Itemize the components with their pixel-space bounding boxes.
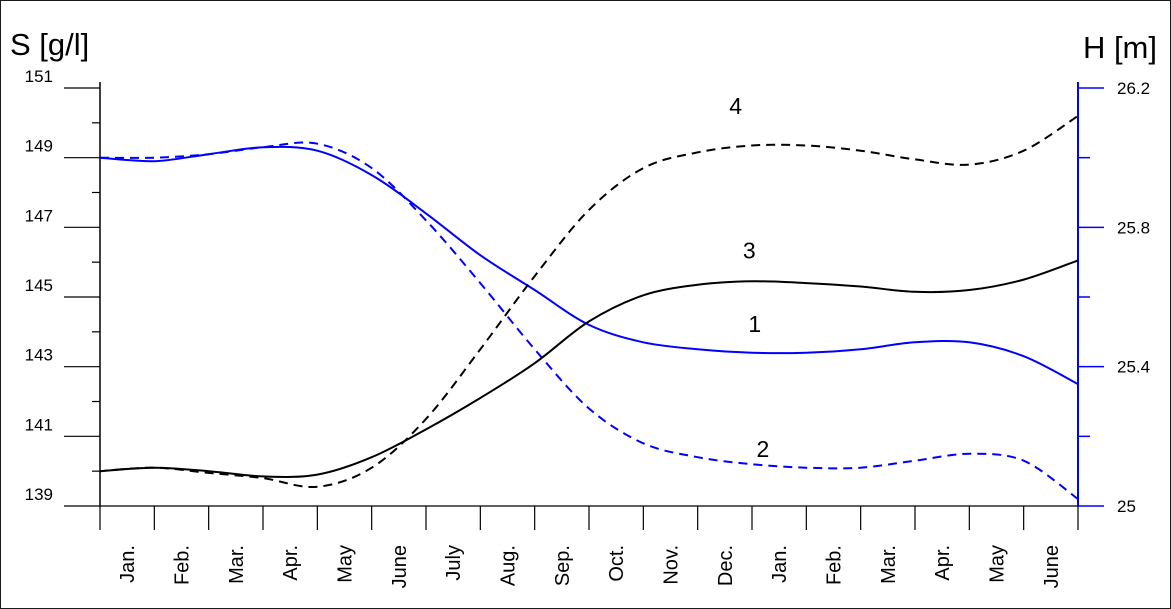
left-tick-label: 147: [25, 206, 53, 225]
x-tick-label: July: [443, 545, 465, 581]
x-tick-label: Sep.: [552, 545, 574, 586]
x-tick-label: Feb.: [824, 545, 846, 585]
x-axis: Jan. Feb. Mar. Apr. May June July Aug. Sep. Oct. N…: [99, 505, 1079, 588]
series-2-label: 2: [756, 436, 769, 462]
series-1-line: [99, 145, 1079, 385]
right-tick-label: 25.4: [1117, 358, 1150, 377]
right-tick-label: 26.2: [1117, 79, 1150, 98]
left-tick-label: 143: [25, 346, 53, 365]
series-3-line: [99, 259, 1079, 478]
x-tick-label: Dec.: [715, 545, 737, 586]
left-tick-label: 141: [25, 415, 53, 434]
x-tick-label: Jan.: [769, 545, 791, 583]
x-tick-label: May: [987, 545, 1009, 583]
plot-series: 1 2 3 4: [99, 93, 1079, 500]
x-tick-label: Mar.: [226, 545, 248, 584]
left-axis-title: S [g/l]: [10, 27, 89, 62]
series-1-label: 1: [748, 311, 761, 337]
x-tick-label: Jan.: [117, 545, 139, 583]
series-4-line: [99, 115, 1079, 489]
x-tick-label: Apr.: [932, 545, 954, 581]
right-axis: 25 25.4 25.8 26.2: [1077, 79, 1150, 516]
series-4-label: 4: [729, 93, 742, 119]
left-tick-label: 145: [25, 276, 53, 295]
right-tick-label: 25: [1117, 497, 1136, 516]
x-tick-label: Oct.: [606, 545, 628, 582]
x-tick-label: May: [335, 545, 357, 583]
x-tick-label: June: [1041, 545, 1063, 588]
x-tick-label: June: [389, 545, 411, 588]
right-axis-title: H [m]: [1083, 30, 1157, 65]
x-tick-label: Apr.: [280, 545, 302, 581]
left-tick-label: 149: [25, 137, 53, 156]
x-tick-label: Aug.: [498, 545, 520, 586]
right-tick-label: 25.8: [1117, 218, 1150, 237]
left-tick-label: 151: [25, 67, 53, 86]
x-tick-label: Feb.: [172, 545, 194, 585]
x-tick-label: Mar.: [878, 545, 900, 584]
left-axis: 139 141 143 145 147 149 151: [25, 67, 101, 507]
x-tick-label: Nov.: [661, 545, 683, 585]
series-3-label: 3: [743, 238, 756, 264]
series-2-line: [99, 141, 1079, 500]
left-tick-label: 139: [25, 485, 53, 504]
